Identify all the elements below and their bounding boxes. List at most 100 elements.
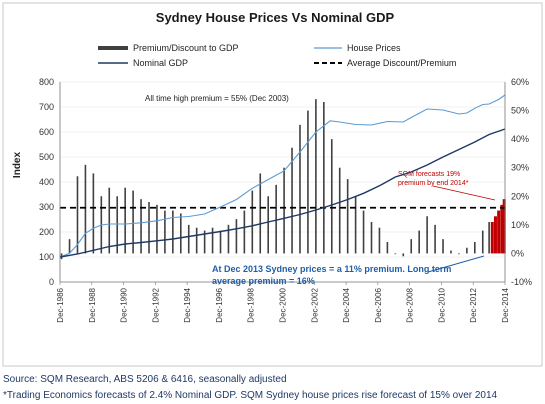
legend-label-premium: Premium/Discount to GDP (133, 43, 239, 53)
premium-bar (283, 167, 285, 254)
annotation-forecast-line2: premium by end 2014* (398, 180, 469, 187)
premium-bar (299, 124, 301, 254)
y-tick-label: 400 (39, 177, 54, 187)
premium-bar (426, 216, 428, 254)
forecast-bar (500, 204, 504, 254)
premium-bar (179, 213, 182, 254)
x-tick-label: Dec-2000 (279, 287, 288, 322)
y2-tick-label: 20% (511, 191, 529, 201)
premium-bar (108, 187, 111, 254)
premium-bar (307, 110, 309, 254)
y2-tick-label: 0% (511, 248, 524, 258)
premium-bar (227, 224, 230, 254)
y-tick-label: 800 (39, 77, 54, 87)
annotation-peak: All time high premium = 55% (Dec 2003) (145, 94, 289, 103)
x-tick-label: Dec-1992 (151, 287, 160, 322)
premium-bar (466, 247, 468, 254)
y2-tick-label: -10% (511, 277, 532, 287)
premium-bar (323, 102, 325, 254)
premium-bar (148, 202, 150, 254)
premium-bar (442, 239, 444, 254)
annotation-forecast-leader (432, 185, 496, 201)
forecast-bar (493, 216, 497, 254)
premium-bar (243, 210, 246, 254)
premium-bar (259, 173, 262, 254)
legend-label-house-prices: House Prices (347, 43, 401, 53)
premium-bar (402, 253, 405, 257)
x-tick-label: Dec-1990 (120, 287, 129, 322)
annotation-forecast-line1: SQM forecasts 19% (398, 171, 460, 178)
y-axis-title: Index (12, 152, 23, 179)
nominal-gdp-line (59, 128, 506, 258)
forecast-bar (490, 222, 494, 254)
premium-bar (481, 230, 484, 254)
premium-bar (251, 190, 254, 254)
premium-bar (394, 253, 397, 255)
y2-tick-label: 50% (511, 106, 529, 116)
source-note: Source: SQM Research, ABS 5206 & 6416, s… (3, 374, 287, 385)
premium-bar (187, 224, 190, 254)
y-tick-label: 100 (39, 252, 54, 262)
premium-bar (370, 222, 373, 254)
annotation-dec2013-line2: average premium = 16% (212, 276, 315, 286)
x-tick-label: Dec-2006 (374, 287, 383, 322)
premium-bar (84, 164, 87, 254)
house-prices-line (59, 94, 506, 258)
y-tick-label: 300 (39, 202, 54, 212)
premium-bar (203, 230, 206, 254)
premium-bar (458, 253, 460, 255)
x-tick-label: Dec-2012 (469, 287, 478, 322)
premium-bar (92, 173, 95, 254)
x-tick-label: Dec-2014 (501, 287, 510, 322)
premium-bar (346, 179, 349, 254)
premium-bar (116, 196, 119, 254)
premium-bar (124, 187, 126, 254)
premium-bar (76, 176, 79, 254)
premium-bar (338, 167, 341, 254)
premium-bar (156, 204, 158, 254)
premium-bar (291, 147, 293, 254)
y-tick-label: 500 (39, 152, 54, 162)
x-tick-label: Dec-2010 (437, 287, 446, 322)
legend-label-nominal-gdp: Nominal GDP (133, 58, 188, 68)
premium-bar (132, 190, 134, 254)
premium-bar (488, 222, 490, 254)
premium-bar (211, 227, 214, 254)
x-tick-label: Dec-1996 (215, 287, 224, 322)
premium-bar (164, 210, 166, 254)
y-tick-label: 600 (39, 127, 54, 137)
premium-bar (362, 210, 365, 254)
x-tick-label: Dec-1988 (88, 287, 97, 322)
y2-tick-label: 10% (511, 220, 529, 230)
legend: Premium/Discount to GDP House Prices Nom… (98, 43, 456, 68)
trading-footnote: *Trading Economics forecasts of 2.4% Nom… (3, 390, 498, 401)
y-tick-label: 700 (39, 102, 54, 112)
plot-area: 0 100 200 300 400 500 600 700 800 -10% 0% 10% 20% 30%… (39, 77, 532, 323)
x-tick-label: Dec-2008 (406, 287, 415, 322)
series-lines (59, 94, 506, 258)
premium-bar (434, 224, 436, 254)
y2-tick-label: 40% (511, 134, 529, 144)
premium-bar (474, 242, 476, 254)
forecast-bar (502, 199, 506, 254)
premium-bars (60, 99, 506, 260)
premium-bar (378, 227, 381, 254)
premium-bar (386, 242, 389, 254)
premium-bar (235, 219, 238, 254)
x-tick-label: Dec-2002 (310, 287, 319, 322)
forecast-bar (497, 210, 501, 254)
axes: 0 100 200 300 400 500 600 700 800 -10% 0% 10% 20% 30%… (39, 77, 532, 323)
premium-bar (450, 250, 452, 254)
x-tick-label: Dec-1986 (56, 287, 65, 322)
y2-tick-label: 60% (511, 77, 529, 87)
premium-bar (418, 230, 420, 254)
annotation-dec2013-line1: At Dec 2013 Sydney prices = a 11% premiu… (212, 264, 451, 274)
y-tick-label: 200 (39, 227, 54, 237)
y2-tick-label: 30% (511, 163, 529, 173)
premium-bar (140, 199, 142, 254)
x-tick-label: Dec-1994 (183, 287, 192, 322)
premium-bar (267, 196, 269, 254)
y-tick-label: 0 (49, 277, 54, 287)
premium-bar (410, 239, 413, 254)
